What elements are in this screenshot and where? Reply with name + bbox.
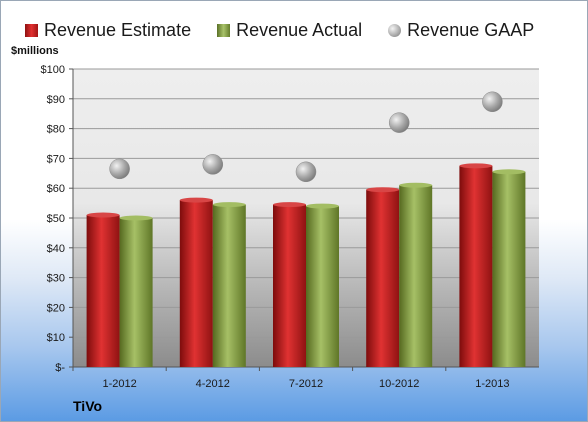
bar-top-revenue-actual: [492, 169, 526, 175]
point-revenue-gaap: [482, 91, 503, 113]
x-tick-label: 4-2012: [196, 378, 230, 390]
bar-revenue-actual: [399, 185, 433, 367]
y-tick-label: $80: [47, 124, 65, 136]
point-revenue-gaap: [109, 158, 130, 180]
y-tick-label: $60: [47, 183, 65, 195]
bar-top-revenue-actual: [212, 202, 246, 208]
y-tick-label: $70: [47, 153, 65, 165]
y-axis-unit-label: $millions: [11, 45, 59, 57]
y-tick-label: $30: [47, 273, 65, 285]
bar-top-revenue-estimate: [179, 197, 213, 203]
bar-revenue-actual: [306, 206, 339, 367]
bar-top-revenue-actual: [306, 203, 339, 209]
y-tick-label: $100: [41, 64, 65, 76]
bar-revenue-estimate: [86, 215, 120, 367]
y-tick-label: $20: [47, 302, 65, 314]
company-name: TiVo: [73, 398, 103, 414]
bar-top-revenue-actual: [119, 215, 153, 221]
legend-swatch-revenue-gaap: [388, 23, 402, 37]
point-revenue-gaap: [388, 112, 410, 133]
legend-swatch-revenue-estimate: [25, 23, 38, 37]
bar-revenue-actual: [492, 171, 526, 367]
bar-top-revenue-actual: [399, 182, 433, 188]
bar-top-revenue-estimate: [366, 187, 400, 193]
y-tick-label: $90: [47, 94, 65, 106]
bar-revenue-actual: [212, 204, 246, 367]
legend: Revenue Estimate Revenue Actual Revenue …: [25, 15, 577, 45]
legend-item-revenue-gaap: Revenue GAAP: [388, 20, 534, 41]
legend-swatch-revenue-actual: [217, 23, 231, 37]
y-tick-label: $40: [47, 243, 65, 255]
point-revenue-gaap: [295, 161, 317, 183]
x-tick-label: 7-2012: [289, 378, 323, 390]
bar-top-revenue-estimate: [86, 212, 120, 218]
bar-revenue-estimate: [179, 200, 213, 367]
y-tick-label: $-: [55, 362, 65, 374]
y-tick-label: $50: [47, 213, 65, 225]
legend-item-revenue-actual: Revenue Actual: [217, 20, 362, 41]
legend-label-revenue-estimate: Revenue Estimate: [44, 19, 192, 40]
x-tick-label: 10-2012: [379, 378, 419, 390]
bar-revenue-actual: [119, 218, 153, 367]
point-revenue-gaap: [202, 154, 224, 175]
plot-area: $- $10 $20 $30 $40 $50 $60 $70 $80 $90 $100 1-2012 4…: [41, 64, 539, 390]
x-tick-label: 1-2013: [475, 378, 509, 390]
y-tick-label: $10: [47, 332, 65, 344]
x-tick-label: 1-2012: [102, 378, 136, 390]
bar-revenue-estimate: [273, 204, 306, 367]
legend-item-revenue-estimate: Revenue Estimate: [25, 20, 191, 41]
legend-label-revenue-gaap: Revenue GAAP: [407, 19, 535, 40]
legend-label-revenue-actual: Revenue Actual: [236, 19, 363, 40]
bar-revenue-estimate: [459, 165, 493, 367]
bar-top-revenue-estimate: [273, 202, 306, 208]
bar-top-revenue-estimate: [459, 163, 493, 169]
bar-revenue-estimate: [366, 189, 400, 367]
